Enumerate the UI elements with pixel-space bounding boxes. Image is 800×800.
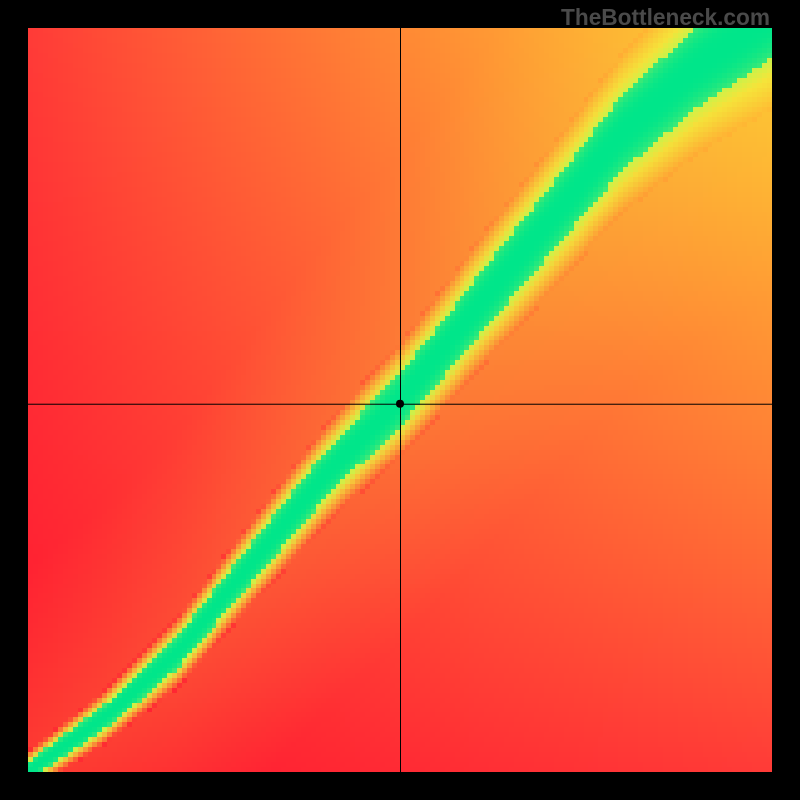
- chart-container: TheBottleneck.com: [0, 0, 800, 800]
- watermark-text: TheBottleneck.com: [561, 4, 770, 31]
- bottleneck-heatmap: [0, 0, 800, 800]
